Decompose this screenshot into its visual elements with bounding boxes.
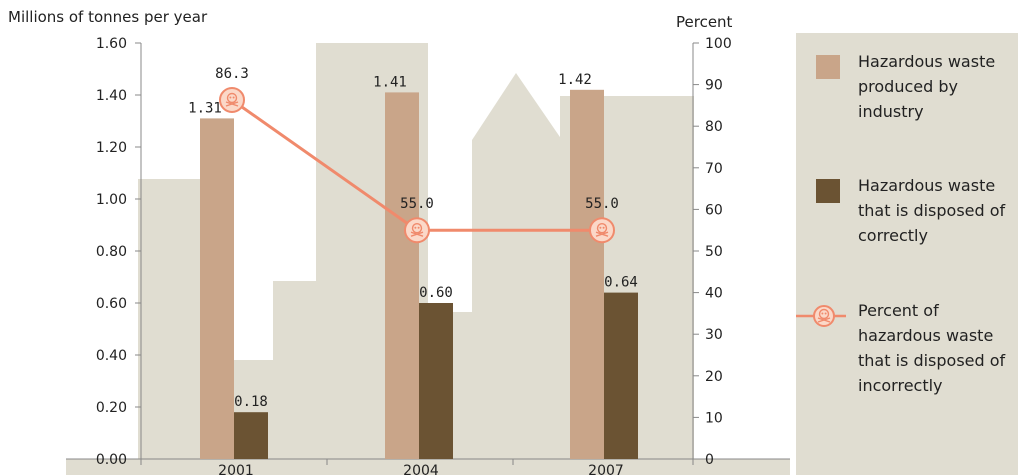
skull-eye: [417, 226, 420, 229]
y-tick-label-right: 0: [705, 452, 714, 468]
y-tick-label-left: 1.40: [96, 88, 127, 104]
silhouette-block: [472, 140, 562, 459]
line-series: [219, 86, 615, 244]
legend-label-incorrect: Percent of hazardous waste that is dispo…: [858, 301, 1006, 395]
y-tick-label-right: 50: [705, 244, 723, 260]
x-tick-label: 2001: [218, 463, 254, 475]
y-tick-label-right: 70: [705, 161, 723, 177]
line-point: [219, 86, 245, 113]
ground-strip: [66, 459, 790, 475]
bar-data-label: 0.64: [604, 275, 638, 291]
bar: [200, 118, 234, 460]
y-tick-label-left: 0.80: [96, 244, 127, 260]
legend-line-icon: [796, 305, 846, 327]
skull-eye: [599, 226, 602, 229]
y-axis-left-title: Millions of tonnes per year: [8, 8, 208, 26]
y-tick-label-left: 0.60: [96, 296, 127, 312]
skull-eye: [232, 96, 235, 99]
crossbone: [410, 231, 424, 237]
line-point: [404, 217, 430, 244]
skull-icon: [817, 308, 831, 323]
bar: [419, 303, 453, 459]
crossbone: [595, 231, 609, 237]
bar: [604, 292, 638, 459]
silhouette-block: [273, 281, 318, 459]
skull-head: [818, 308, 830, 320]
y-tick-label-right: 30: [705, 327, 723, 343]
y-tick-label-left: 1.60: [96, 36, 127, 52]
skull-eye: [824, 312, 827, 315]
y-tick-label-right: 10: [705, 410, 723, 426]
chart-area: 0.00 0.20 0.40 0.60 0.80 1.00 1.20 1.40 1.60 0 10 2…: [66, 36, 790, 475]
data-labels: 1.31 1.41 1.42 0.18 0.60 0.64 86.3 55.0 55.0: [188, 66, 638, 410]
bar-data-label: 0.60: [419, 285, 453, 301]
silhouette-roof: [472, 73, 562, 140]
line-point: [589, 217, 615, 244]
y-tick-label-left: 1.20: [96, 140, 127, 156]
bar-data-label: 1.42: [558, 72, 592, 88]
bar: [234, 412, 268, 459]
y-tick-label-right: 80: [705, 119, 723, 135]
y-axis-right-title: Percent: [676, 13, 733, 31]
legend-swatch-correct: [816, 179, 840, 203]
legend-label-produced: Hazardous waste produced by industry: [858, 52, 996, 121]
y-tick-label-left: 0.00: [96, 452, 127, 468]
y-tick-label-left: 0.20: [96, 400, 127, 416]
bar: [385, 92, 419, 460]
y-tick-label-left: 1.00: [96, 192, 127, 208]
line-data-label: 55.0: [400, 196, 434, 212]
skull-marker: [404, 217, 430, 244]
crossbone: [817, 317, 831, 323]
x-tick-label: 2007: [588, 463, 624, 475]
skull-head: [596, 222, 608, 234]
bar: [570, 89, 604, 460]
axes: 0.00 0.20 0.40 0.60 0.80 1.00 1.20 1.40 1.60 0 10 2…: [66, 36, 790, 475]
skull-head: [411, 222, 423, 234]
skull-eye: [821, 312, 824, 315]
y-tick-label-right: 100: [705, 36, 732, 52]
bar-data-label: 1.31: [188, 100, 222, 116]
y-tick-label-left: 0.40: [96, 348, 127, 364]
line-data-label: 86.3: [215, 66, 249, 82]
skull-eye: [414, 226, 417, 229]
skull-marker: [589, 217, 615, 244]
legend: Hazardous waste produced by industry Haz…: [796, 33, 1018, 475]
legend-label-correct: Hazardous waste that is disposed of corr…: [858, 176, 1006, 245]
x-tick-label: 2004: [403, 463, 439, 475]
y-tick-label-right: 40: [705, 286, 723, 302]
legend-swatch-produced: [816, 55, 840, 79]
bar-data-label: 1.41: [373, 74, 407, 90]
line-data-label: 55.0: [585, 196, 619, 212]
skull-marker: [219, 86, 245, 113]
y-tick-label-right: 20: [705, 369, 723, 385]
y-tick-label-right: 60: [705, 202, 723, 218]
skull-eye: [602, 226, 605, 229]
skull-head: [226, 92, 238, 104]
y-tick-label-right: 90: [705, 78, 723, 94]
skull-eye: [229, 96, 232, 99]
bar-data-label: 0.18: [234, 394, 268, 410]
crossbone: [225, 101, 239, 107]
bars: [200, 89, 638, 460]
